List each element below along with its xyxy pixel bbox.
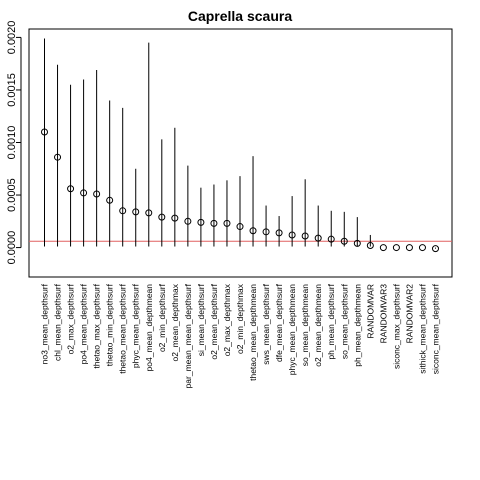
data-point (41, 128, 48, 136)
data-point (54, 153, 62, 161)
data-series (41, 38, 439, 253)
x-tick-label: po4_mean_depthmean (144, 284, 154, 372)
x-tick-label: siconc_max_depthsurf (391, 283, 401, 369)
x-tick-label: so_mean_depthsurf (339, 283, 349, 359)
x-tick-label: o2_mean_depthmean (313, 284, 323, 367)
x-tick-label: siconc_mean_depthsurf (431, 283, 441, 374)
x-tick-label: thetao_mean_depthmean (248, 284, 258, 381)
data-point (262, 228, 270, 236)
data-point (327, 235, 335, 243)
data-point (106, 196, 114, 204)
data-point (132, 208, 140, 216)
x-tick-label: par_mean_mean_depthsurf (183, 283, 193, 388)
x-tick-label: si_mean_depthsurf (196, 283, 206, 356)
y-tick-label: 0.0005 (6, 178, 18, 212)
data-point (145, 209, 153, 217)
data-point (197, 218, 205, 226)
x-tick-label: chl_mean_depthsurf (53, 283, 63, 361)
x-tick-label: RANDOMVAR3 (378, 284, 388, 344)
x-tick-label: o2_max_depthmax (222, 283, 232, 356)
data-point (418, 244, 426, 252)
x-axis-labels: no3_mean_depthsurf chl_mean_depthsurf o2_m… (40, 283, 441, 388)
y-tick-label: 0.0015 (6, 73, 18, 107)
x-tick-label: sws_mean_depthsurf (261, 283, 271, 364)
x-tick-label: o2_min_depthmax (235, 283, 245, 354)
data-point (210, 219, 218, 227)
x-tick-label: RANDOMVAR2 (404, 284, 414, 344)
x-tick-label: sithick_mean_depthsurf (417, 283, 427, 373)
y-tick-label: 0.0020 (6, 21, 18, 55)
x-tick-label: o2_max_depthsurf (66, 283, 76, 354)
data-point (223, 219, 231, 227)
x-tick-label: phyc_mean_depthsurf (131, 283, 141, 368)
data-point (80, 189, 88, 197)
data-point (158, 213, 166, 221)
x-tick-label: ph_mean_depthmean (352, 284, 362, 367)
x-tick-label: phyc_mean_depthmean (287, 284, 297, 375)
x-tick-label: thetao_mean_depthsurf (118, 283, 128, 373)
data-point (171, 214, 179, 222)
y-axis: 0.0000 0.0005 0.0010 0.0015 0.0020 (6, 21, 21, 265)
plot-frame (28, 28, 453, 278)
y-tick-label: 0.0000 (6, 231, 18, 265)
data-point (392, 244, 400, 252)
x-tick-label: o2_mean_depthsurf (209, 283, 219, 359)
data-point (67, 185, 75, 193)
x-tick-label: no3_mean_depthsurf (40, 283, 50, 364)
x-tick-label: dfe_mean_depthsurf (274, 283, 284, 362)
data-point (275, 229, 283, 237)
x-tick-label: o2_min_depthsurf (157, 283, 167, 352)
x-tick-label: thetao_min_depthsurf (105, 283, 115, 366)
data-point (314, 234, 322, 242)
x-tick-label: thetao_max_depthsurf (92, 283, 102, 368)
x-tick-label: ph_mean_depthsurf (326, 283, 336, 359)
data-point (249, 227, 257, 235)
x-tick-label: so_mean_depthmean (300, 284, 310, 367)
chart-title: Caprella scaura (188, 8, 292, 24)
data-point (432, 245, 439, 253)
data-point (405, 244, 413, 252)
data-point (288, 231, 296, 239)
data-point (353, 239, 361, 247)
data-point (93, 190, 101, 198)
data-point (379, 244, 387, 252)
data-point (119, 207, 127, 215)
y-tick-label: 0.0010 (6, 126, 18, 160)
x-tick-label: RANDOMVAR (365, 284, 375, 339)
data-point (184, 217, 192, 225)
data-point (366, 241, 374, 249)
data-point (236, 223, 244, 231)
x-tick-label: o2_mean_depthmax (170, 283, 180, 361)
data-point (340, 237, 348, 245)
data-point (301, 232, 309, 240)
x-tick-label: po4_mean_depthsurf (79, 283, 89, 364)
